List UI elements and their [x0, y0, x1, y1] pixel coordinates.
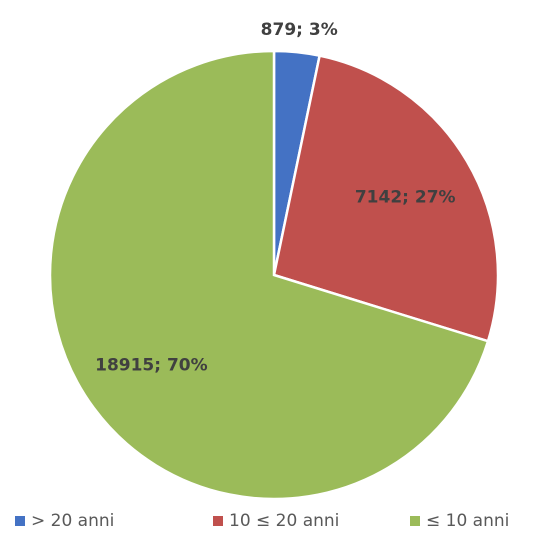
data-label: 7142; 27% — [355, 188, 456, 208]
legend-label: 10 ≤ 20 anni — [229, 511, 339, 531]
legend-swatch — [213, 516, 223, 526]
legend-label: ≤ 10 anni — [426, 511, 509, 531]
legend-label: > 20 anni — [31, 511, 114, 531]
pie-slice — [272, 54, 500, 343]
legend-swatch — [15, 516, 25, 526]
pie-slice — [48, 49, 490, 501]
data-label: 879; 3% — [261, 20, 338, 40]
data-label: 18915; 70% — [95, 355, 208, 375]
legend-swatch — [410, 516, 420, 526]
